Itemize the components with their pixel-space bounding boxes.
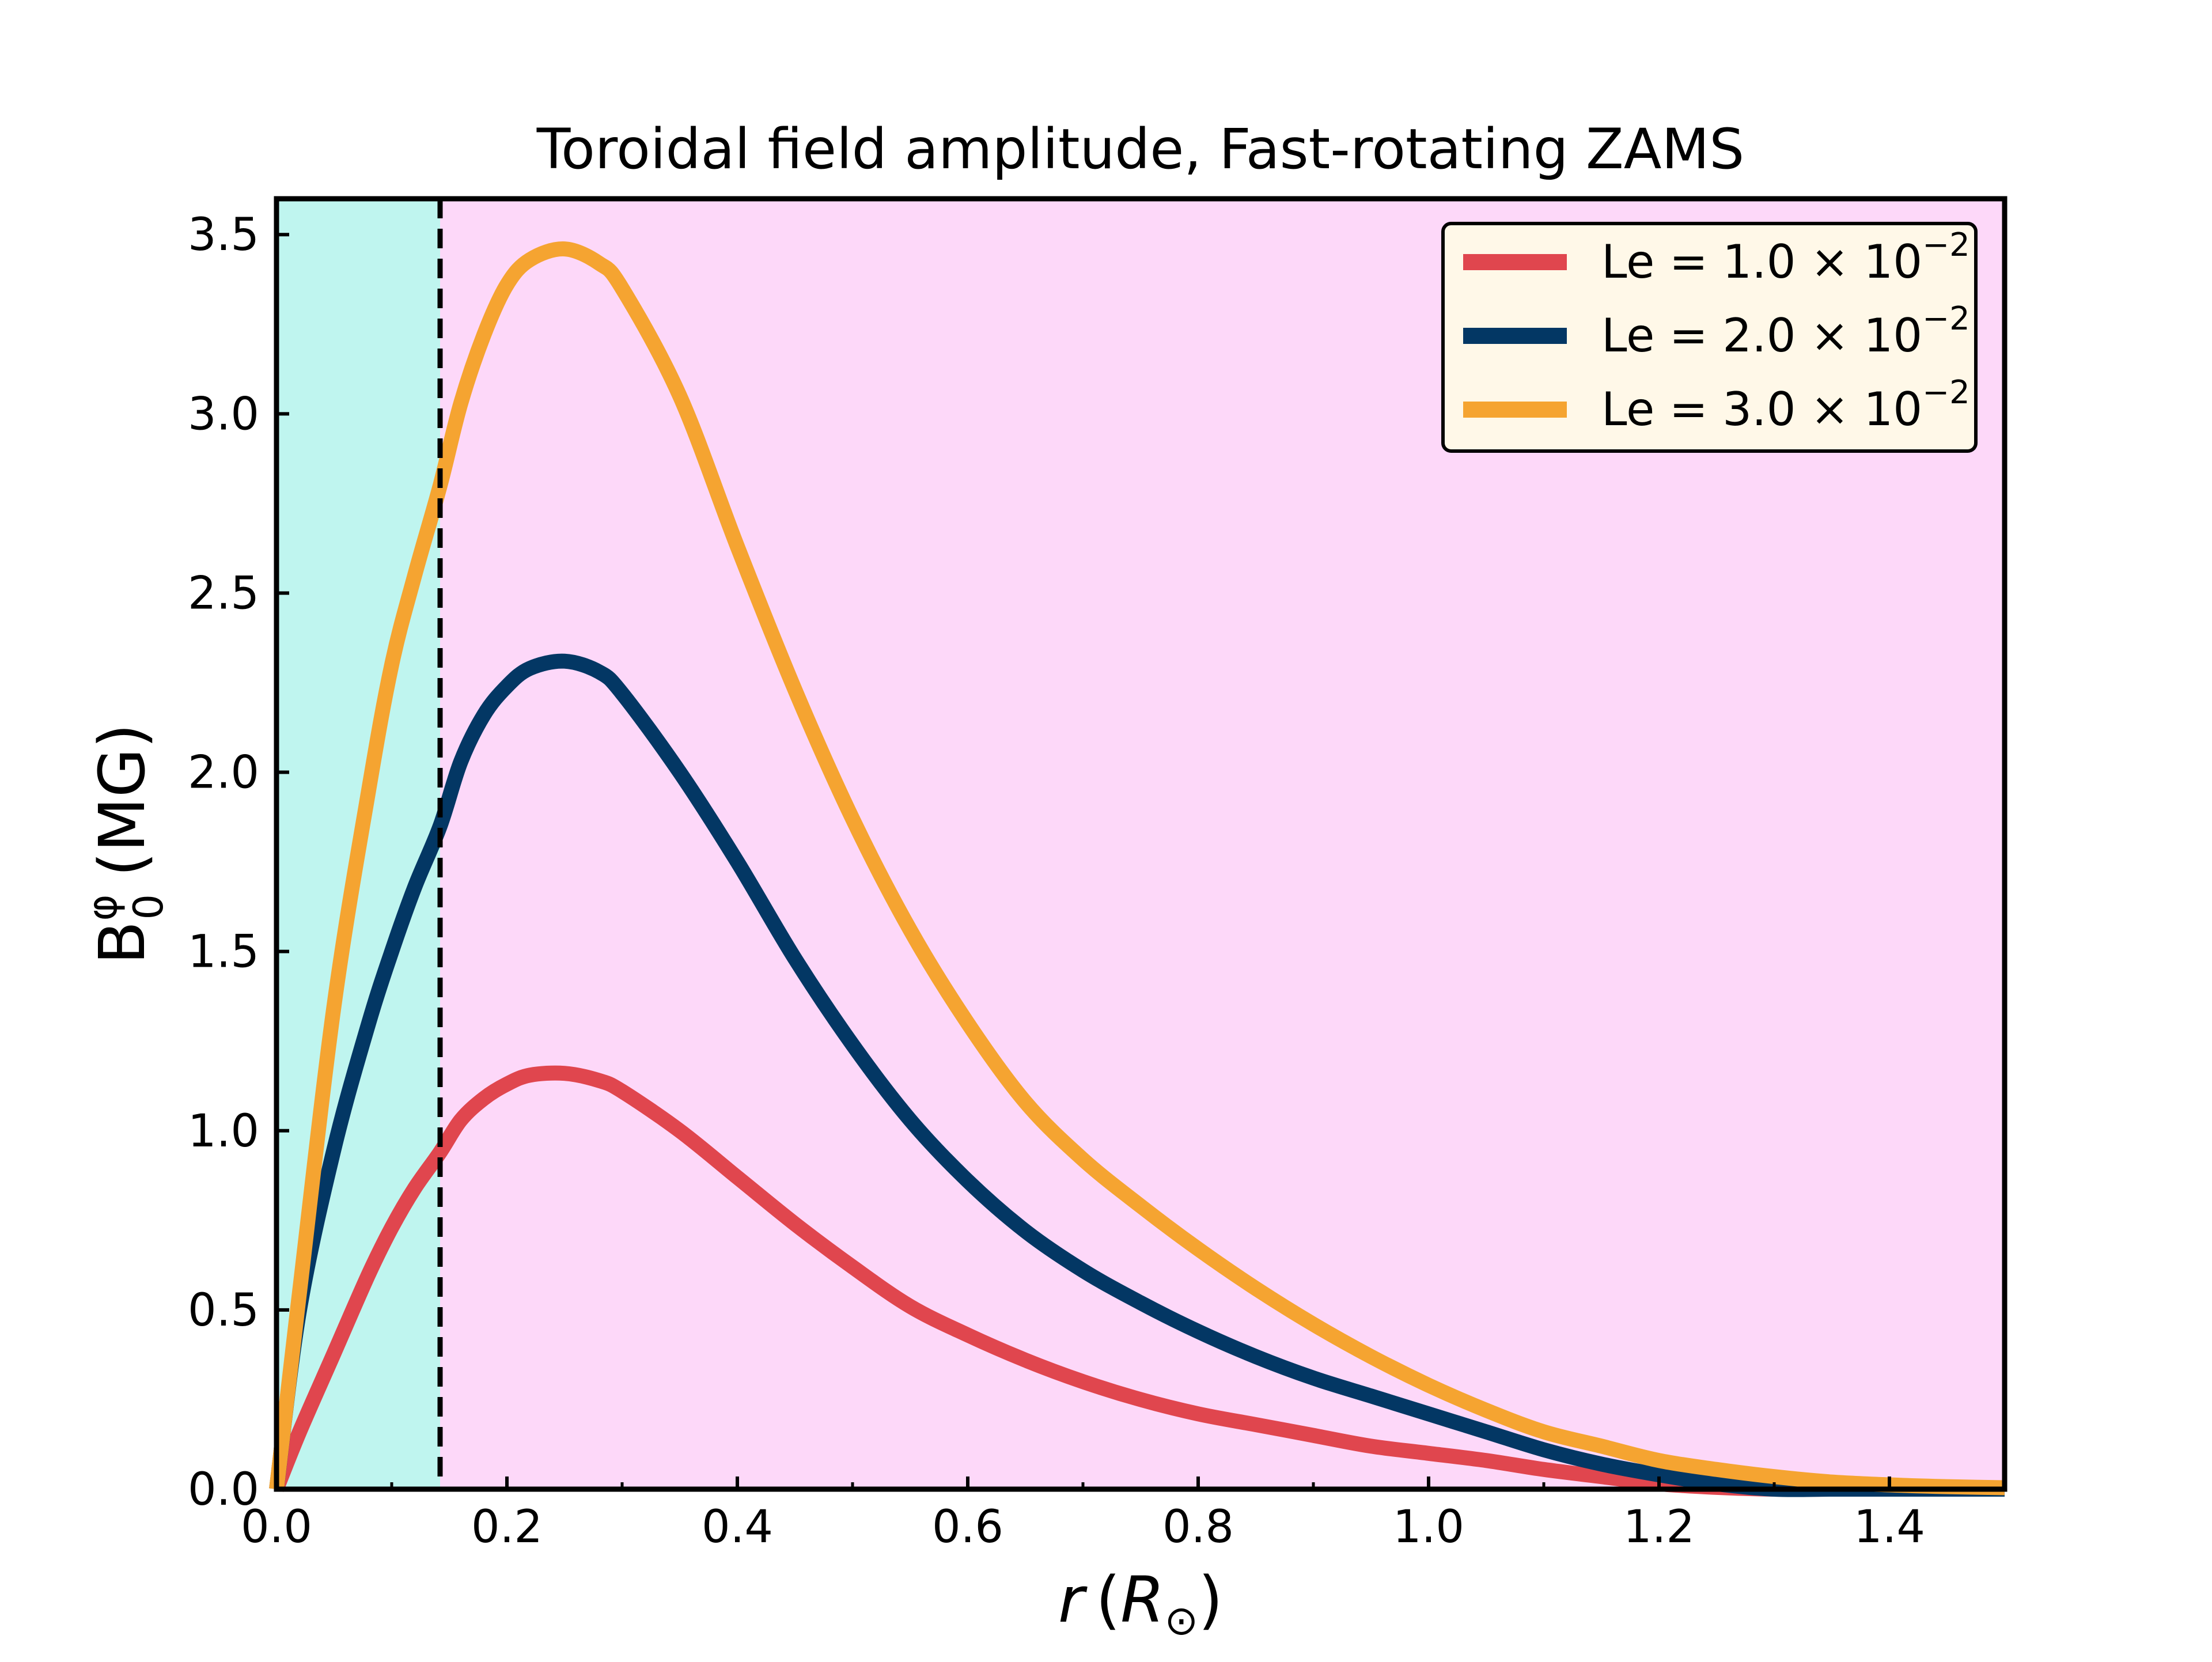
x-axis-title: r (R⊙) <box>1058 1563 1223 1644</box>
legend-box <box>1441 222 1978 453</box>
legend-label-le2: Le = 2.0 × 10−2 <box>1601 300 1970 362</box>
y-axis-sup: φ <box>79 894 126 921</box>
chart-title: Toroidal field amplitude, Fast-rotating … <box>536 117 1744 181</box>
x-axis-unit: R <box>1120 1563 1164 1637</box>
x-tick-label: 0.0 <box>241 1501 312 1553</box>
x-tick-label: 0.6 <box>932 1501 1003 1553</box>
y-tick-label: 1.0 <box>188 1106 259 1157</box>
x-tick-label: 0.4 <box>702 1501 773 1553</box>
x-tick-label: 1.4 <box>1854 1501 1925 1553</box>
series-layer <box>269 241 2005 1497</box>
y-tick-label: 2.0 <box>188 747 259 799</box>
x-axis-symbol: r <box>1058 1563 1088 1637</box>
y-tick-label: 0.5 <box>188 1285 259 1337</box>
y-axis-sub: 0 <box>125 894 172 920</box>
y-tick-label: 3.5 <box>188 209 259 261</box>
axis-ticks: 0.0 0.2 0.4 0.6 0.8 1.0 1.2 1.4 0.0 0.5 1.0 1.5 2.0 2… <box>188 209 2006 1553</box>
legend-label-le3: Le = 3.0 × 10−2 <box>1601 374 1970 436</box>
legend: Le = 1.0 × 10−2 Le = 2.0 × 10−2 Le = 3.0… <box>1441 222 1978 453</box>
legend-label-le1: Le = 1.0 × 10−2 <box>1601 226 1970 289</box>
y-axis-unit: (MG) <box>85 724 159 877</box>
y-tick-label: 3.0 <box>188 388 259 440</box>
y-tick-label: 0.0 <box>188 1464 259 1516</box>
x-tick-label: 1.2 <box>1623 1501 1695 1553</box>
series-line-0 <box>269 1065 2005 1497</box>
y-tick-label: 2.5 <box>188 567 259 619</box>
x-tick-label: 0.8 <box>1162 1501 1234 1553</box>
series-line-1 <box>269 653 2005 1497</box>
x-axis-unit-sub: ⊙ <box>1165 1597 1199 1644</box>
y-axis-title: Bφ0 (MG) <box>79 724 172 964</box>
y-tick-label: 1.5 <box>188 926 259 978</box>
y-axis-symbol: B <box>85 921 159 964</box>
x-tick-label: 0.2 <box>471 1501 543 1553</box>
x-tick-label: 1.0 <box>1393 1501 1464 1553</box>
series-line-2 <box>269 241 2005 1496</box>
plot-frame <box>274 196 2008 1492</box>
